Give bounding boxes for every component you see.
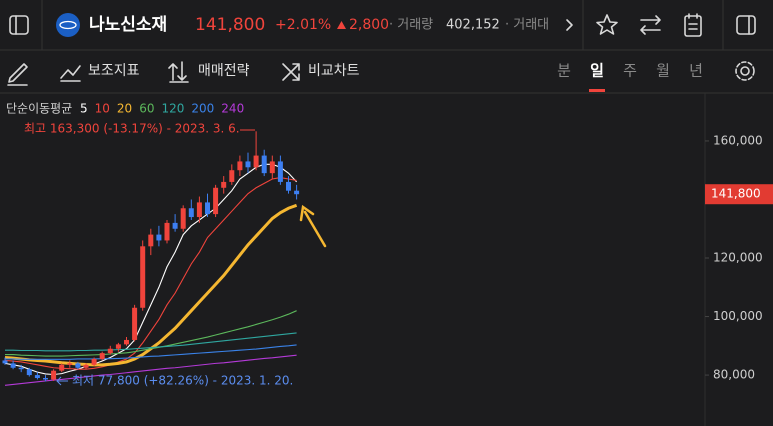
low-annotation: 최저 77,800 (+82.26%) - 2023. 1. 20. <box>72 374 293 388</box>
candle-body <box>221 181 227 188</box>
amount-label: · 거래대 <box>505 18 549 33</box>
stock-logo <box>56 13 80 37</box>
candle-body <box>205 202 210 215</box>
period-tab[interactable]: 주 <box>623 62 637 80</box>
tool-label[interactable]: 비교차트 <box>308 63 360 79</box>
candle-body <box>59 364 65 371</box>
more-chevron[interactable] <box>566 19 573 31</box>
candle-body <box>99 353 105 359</box>
legend-item: 240 <box>221 102 244 116</box>
period-tab[interactable]: 월 <box>656 62 670 80</box>
candle-body <box>26 369 32 376</box>
low-pointer <box>56 376 68 386</box>
candle-body <box>245 161 251 168</box>
swap-icon[interactable] <box>640 15 661 35</box>
legend-item: 10 <box>95 102 110 116</box>
candle-body <box>213 187 219 215</box>
candle-body <box>107 348 113 354</box>
period-tab[interactable]: 분 <box>557 62 571 80</box>
candle-body <box>83 364 89 368</box>
selected-indicator <box>589 89 605 92</box>
candle-body <box>18 367 24 370</box>
candle-body <box>148 234 154 247</box>
candle-body <box>2 360 8 364</box>
settings-icon[interactable] <box>735 61 755 81</box>
candle-body <box>51 370 57 380</box>
candle-body <box>261 155 267 174</box>
candle-body <box>269 161 275 174</box>
y-tick-label: 100,000 <box>713 309 763 323</box>
volume: 402,152 <box>446 18 500 33</box>
candle-body <box>140 246 146 308</box>
chart: 80,000 100,000 120,000 160,000 <box>2 131 763 386</box>
candle-body <box>132 307 138 340</box>
candle-body <box>115 344 121 349</box>
stock-name: 나노신소재 <box>89 15 167 35</box>
period-tab[interactable]: 년 <box>689 62 703 80</box>
candle-body <box>277 161 283 182</box>
stock-price: 141,800 <box>195 15 265 35</box>
moving-average-line <box>5 332 297 352</box>
legend-title: 단순이동평균 <box>6 102 72 116</box>
candle-body <box>180 208 186 229</box>
candle-body <box>237 161 243 171</box>
candle-body <box>196 202 202 218</box>
y-tick-label: 120,000 <box>713 251 763 265</box>
candle-body <box>286 181 291 191</box>
favorite-icon[interactable] <box>596 14 618 35</box>
candle-body <box>156 234 162 241</box>
draw-icon[interactable] <box>7 63 28 86</box>
legend-item: 60 <box>139 102 154 116</box>
candle-body <box>253 155 259 168</box>
volume-label: · 거래량 <box>389 18 433 33</box>
candle-body <box>229 170 235 182</box>
tool-label[interactable]: 보조지표 <box>88 63 140 79</box>
compare-icon[interactable] <box>282 63 300 81</box>
change-pct: +2.01% <box>275 17 331 33</box>
period-tab[interactable]: 일 <box>590 62 604 80</box>
legend-item: 20 <box>117 102 132 116</box>
current-price-label: 141,800 <box>711 187 761 201</box>
candle-body <box>124 339 129 345</box>
candle-body <box>294 190 300 195</box>
moving-average-line <box>4 176 297 370</box>
candle-body <box>164 222 170 241</box>
sidebar-toggle[interactable] <box>9 15 29 35</box>
clip: · 거래대 <box>505 18 549 33</box>
indicator-icon[interactable] <box>60 65 81 82</box>
current-price-box <box>705 184 773 205</box>
moving-average-line <box>5 344 297 360</box>
legend-item: 200 <box>191 102 214 116</box>
strategy-icon[interactable] <box>168 61 189 83</box>
up-triangle <box>337 21 346 29</box>
panel-toggle[interactable] <box>736 15 756 35</box>
candle-body <box>188 208 194 218</box>
candle-body <box>10 363 16 368</box>
candle-body <box>75 363 81 368</box>
legend-item: 120 <box>161 102 184 116</box>
candle-body <box>34 375 40 379</box>
y-tick-label: 160,000 <box>713 133 763 147</box>
candle-body <box>91 358 97 365</box>
pointer-arrow <box>299 204 327 248</box>
moving-average-line <box>5 310 297 357</box>
legend-item: 5 <box>80 102 88 116</box>
tool-label[interactable]: 매매전략 <box>198 63 250 79</box>
memo-icon[interactable] <box>684 13 702 37</box>
candle-body <box>43 378 48 380</box>
candle-body <box>172 222 178 229</box>
high-annotation: 최고 163,300 (-13.17%) - 2023. 3. 6. <box>24 122 240 136</box>
candle-body <box>67 363 73 365</box>
y-tick-label: 80,000 <box>713 368 755 382</box>
change: 2,800 <box>349 17 389 33</box>
